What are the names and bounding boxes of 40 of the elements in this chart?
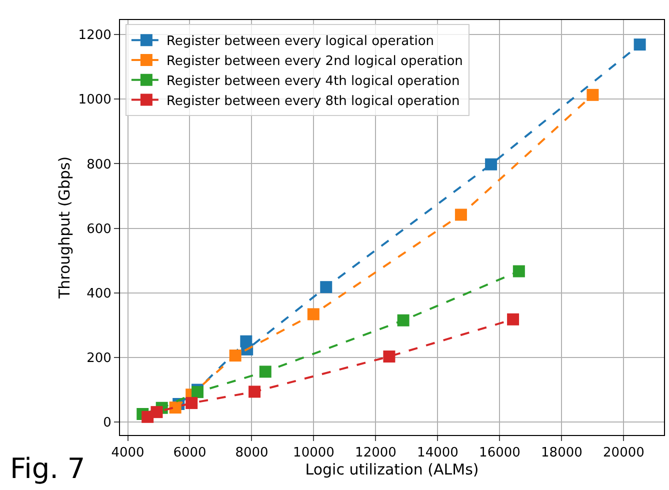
point [454, 208, 467, 221]
x-tick-label: 4000 [111, 446, 144, 461]
point [586, 88, 599, 101]
legend-label: Register between every logical operation [166, 34, 434, 50]
x-tick-label: 20000 [603, 446, 644, 461]
x-tick-label: 6000 [173, 446, 206, 461]
point [397, 314, 410, 326]
caption: Fig. 7 [10, 452, 86, 485]
legend-label: Register between every 2nd logical operation [166, 54, 463, 70]
x-tick-label: 14000 [417, 446, 458, 461]
point [191, 386, 204, 398]
legend-label: Register between every 8th logical operation [166, 94, 460, 109]
x-tick-label: 8000 [235, 446, 268, 461]
point [512, 265, 525, 278]
point [485, 158, 498, 170]
point [259, 366, 272, 378]
x-axis-title: Logic utilization (ALMs) [305, 460, 479, 479]
y-tick-label: 1200 [78, 28, 112, 44]
point [169, 402, 182, 414]
x-tick-label: 10000 [293, 446, 334, 461]
y-tick-label: 1000 [78, 92, 112, 108]
point [507, 313, 520, 326]
point [186, 397, 198, 410]
y-tick-label: 0 [103, 416, 112, 431]
y-tick-label: 200 [86, 351, 112, 366]
y-axis-title: Throughput (Gbps) [56, 156, 74, 300]
point [150, 406, 163, 418]
point [229, 350, 242, 362]
point [383, 350, 396, 363]
x-tick-label: 16000 [479, 446, 520, 461]
x-tick-label: 18000 [541, 446, 582, 461]
point [634, 38, 646, 51]
point [320, 281, 332, 294]
point [248, 386, 261, 398]
point [307, 308, 320, 320]
y-tick-label: 600 [86, 222, 112, 237]
y-tick-label: 400 [86, 286, 112, 302]
y-tick-label: 800 [86, 157, 112, 172]
x-tick-label: 12000 [355, 446, 396, 461]
legend-label: Register between every 4th logical operation [166, 74, 460, 89]
